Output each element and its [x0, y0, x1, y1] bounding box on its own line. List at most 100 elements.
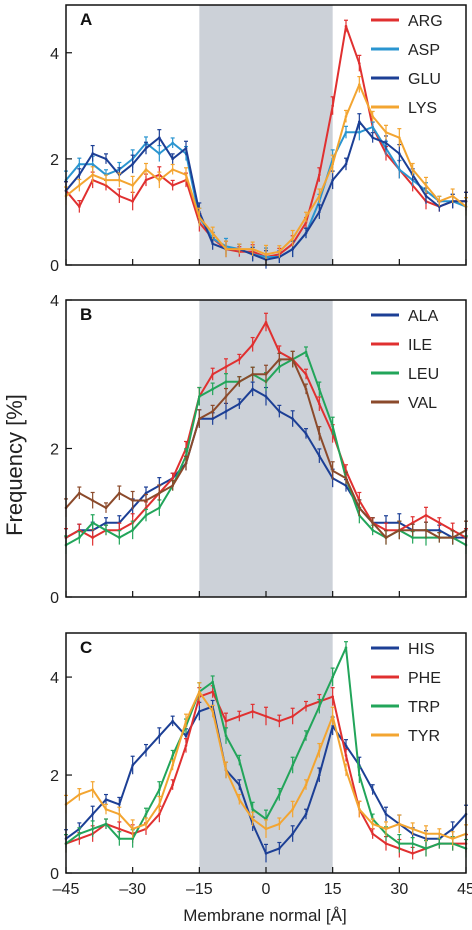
data-point-ala [344, 484, 348, 487]
data-point-val [424, 528, 428, 532]
data-point-tyr [184, 719, 188, 723]
x-tick-label: –45 [53, 881, 80, 898]
y-tick-label: 4 [50, 46, 59, 63]
data-point-lys [78, 184, 81, 187]
y-tick-label: 2 [50, 152, 59, 169]
data-point-val [291, 358, 294, 361]
data-point-his [144, 749, 148, 752]
data-point-val [331, 469, 334, 473]
data-point-ile [144, 506, 148, 510]
data-point-arg [331, 104, 334, 108]
data-point-glu [398, 152, 401, 155]
data-point-arg [358, 62, 361, 65]
series-lys [64, 75, 468, 264]
data-point-trp [131, 837, 134, 841]
data-point-ile [78, 528, 81, 532]
legend-label-tyr: TYR [408, 728, 440, 745]
data-point-leu [304, 350, 308, 354]
data-point-tyr [304, 783, 308, 787]
y-tick-label: 4 [50, 670, 59, 687]
data-point-asp [158, 152, 161, 155]
data-point-val [318, 432, 321, 435]
data-point-lys [291, 237, 294, 240]
data-point-ile [304, 372, 308, 376]
panel-a: 0 2 4 A ARG ASP GLU LYS [50, 4, 468, 275]
data-point-lys [198, 215, 201, 219]
data-point-trp [304, 734, 308, 738]
data-point-lys [184, 173, 188, 177]
data-point-val [264, 372, 268, 376]
legend: ALA ILE LEU VAL [371, 308, 439, 412]
data-point-ile [91, 536, 94, 539]
data-point-his [371, 788, 374, 792]
data-point-trp [144, 812, 148, 816]
data-point-phe [331, 695, 334, 698]
data-point-ile [224, 365, 228, 369]
data-point-ala [304, 432, 308, 435]
data-point-val [238, 380, 241, 383]
data-point-glu [158, 136, 161, 139]
data-point-lys [171, 168, 174, 171]
data-point-phe [291, 714, 294, 718]
data-point-phe [344, 754, 348, 757]
data-point-lys [251, 247, 254, 251]
data-point-his [184, 734, 188, 738]
data-point-glu [344, 162, 348, 166]
panel-c: 0 2 4 –45 –30 –15 0 15 30 45 C HIS PHE TRP TYR [50, 632, 472, 898]
data-point-tyr [238, 798, 241, 801]
legend-label-his: HIS [408, 641, 435, 658]
data-point-his [131, 763, 134, 767]
data-point-phe [224, 719, 228, 723]
data-point-asp [78, 162, 81, 166]
data-point-his [264, 852, 268, 855]
data-point-tyr [251, 817, 254, 821]
data-point-trp [251, 808, 254, 811]
data-point-asp [171, 141, 174, 145]
data-point-val [184, 462, 188, 465]
data-point-trp [224, 734, 228, 738]
data-point-val [104, 506, 108, 510]
data-point-leu [318, 387, 321, 391]
data-point-ile [438, 521, 441, 525]
data-point-lys [438, 200, 441, 203]
data-point-tyr [118, 812, 121, 816]
data-point-trp [78, 832, 81, 836]
x-tick-label: –15 [186, 881, 213, 898]
data-point-glu [371, 136, 374, 139]
legend-label-trp: TRP [408, 699, 440, 716]
data-point-val [78, 491, 81, 495]
legend-label-phe: PHE [408, 670, 441, 687]
data-point-glu [358, 120, 361, 124]
data-point-phe [264, 714, 268, 718]
data-point-tyr [291, 808, 294, 811]
data-point-lys [118, 178, 121, 182]
data-point-tyr [144, 822, 148, 826]
data-point-glu [291, 247, 294, 251]
data-point-ile [251, 343, 254, 346]
data-point-arg [344, 24, 348, 28]
x-tick-label: 15 [324, 881, 342, 898]
data-point-lys [318, 194, 321, 198]
data-point-glu [184, 146, 188, 150]
data-point-val [358, 506, 361, 510]
data-point-val [371, 521, 374, 525]
data-point-val [278, 358, 281, 361]
data-point-ile [211, 372, 214, 376]
data-point-val [398, 528, 401, 532]
data-point-phe [371, 832, 374, 836]
data-point-trp [91, 827, 94, 831]
data-point-his [104, 798, 108, 801]
data-point-tyr [104, 808, 108, 811]
y-tick-label: 0 [50, 590, 59, 607]
data-point-his [331, 724, 334, 728]
data-point-tyr [91, 788, 94, 792]
data-point-trp [398, 842, 401, 845]
data-point-tyr [424, 832, 428, 836]
data-point-val [438, 536, 441, 539]
data-point-val [451, 536, 454, 539]
data-point-ile [344, 469, 348, 473]
legend-label-asp: ASP [408, 42, 440, 59]
data-point-ile [171, 476, 174, 480]
x-tick-label: –30 [119, 881, 146, 898]
data-point-glu [438, 205, 441, 208]
